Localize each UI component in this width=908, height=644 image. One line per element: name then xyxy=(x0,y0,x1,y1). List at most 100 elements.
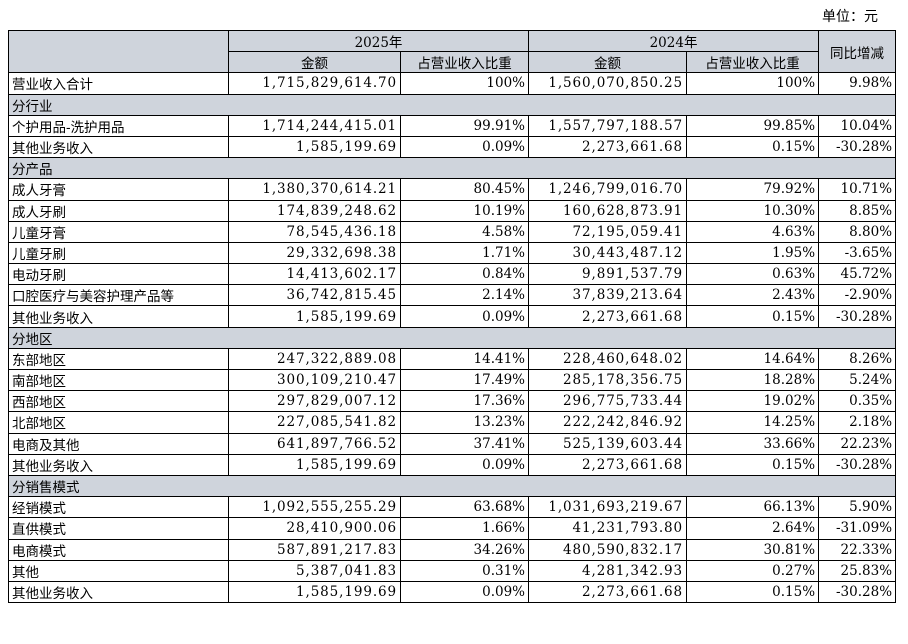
amount-2024-cell: 30,443,487.12 xyxy=(528,241,688,265)
row-label-cell: 直供模式 xyxy=(8,517,229,540)
share-2025-cell: 34.26% xyxy=(399,538,530,561)
header-year-2025: 2025年 xyxy=(227,29,530,53)
table-row: 其他业务收入 1,585,199.69 0.09% 2,273,661.68 0.15%… xyxy=(8,135,897,159)
table-row: 西部地区 297,829,007.12 17.36% 296,775,733.44 19… xyxy=(8,390,897,413)
amount-2025-cell: 5,387,041.83 xyxy=(228,559,401,582)
group-header-row: 分销售模式 xyxy=(7,474,897,498)
table-row: 营业收入合计 1,715,829,614.70 100% 1,560,070,850.… xyxy=(8,72,897,95)
amount-2024-cell: 2,273,661.68 xyxy=(528,580,688,604)
amount-2024-cell: 525,139,603.44 xyxy=(528,432,688,455)
row-label-cell: 经销模式 xyxy=(8,496,229,519)
yoy-change-cell: 22.33% xyxy=(818,538,897,561)
row-label-cell: 儿童牙膏 xyxy=(8,220,229,243)
share-2025-cell: 0.09% xyxy=(399,305,530,328)
amount-2025-cell: 14,413,602.17 xyxy=(228,263,401,286)
amount-2025-cell: 300,109,210.47 xyxy=(228,368,401,392)
amount-2024-cell: 1,557,797,188.57 xyxy=(528,114,688,137)
table-row: 直供模式 28,410,900.06 1.66% 41,231,793.80 2.64%… xyxy=(8,517,897,540)
yoy-change-cell: 8.26% xyxy=(818,347,897,371)
share-2025-cell: 1.71% xyxy=(399,241,530,265)
amount-2024-cell: 228,460,648.02 xyxy=(528,347,688,371)
row-label-cell: 成人牙膏 xyxy=(8,178,229,201)
group-header-label: 分地区 xyxy=(7,326,897,349)
amount-2024-cell: 222,242,846.92 xyxy=(528,411,688,434)
header-amount-2025: 金额 xyxy=(228,51,401,74)
table-row: 经销模式 1,092,555,255.29 63.68% 1,031,693,219.… xyxy=(8,496,897,519)
share-2024-cell: 0.15% xyxy=(686,305,820,328)
share-2025-cell: 0.09% xyxy=(399,135,530,159)
amount-2025-cell: 78,545,436.18 xyxy=(228,220,401,243)
unit-label: 单位：元 xyxy=(822,9,878,25)
table-row: 口腔医疗与美容护理产品等 36,742,815.45 2.14% 37,839,213… xyxy=(8,284,897,307)
share-2024-cell: 79.92% xyxy=(686,178,820,201)
amount-2024-cell: 4,281,342.93 xyxy=(528,559,688,582)
share-2024-cell: 33.66% xyxy=(686,432,820,455)
row-label-cell: 个护用品-洗护用品 xyxy=(8,114,229,137)
yoy-change-cell: 22.23% xyxy=(818,432,897,455)
amount-2025-cell: 1,715,829,614.70 xyxy=(228,72,401,95)
amount-2025-cell: 1,585,199.69 xyxy=(228,580,401,604)
amount-2025-cell: 587,891,217.83 xyxy=(228,538,401,561)
share-2024-cell: 1.95% xyxy=(686,241,820,265)
share-2025-cell: 17.36% xyxy=(399,390,530,413)
amount-2025-cell: 1,714,244,415.01 xyxy=(228,114,401,137)
table-row: 成人牙刷 174,839,248.62 10.19% 160,628,873.91 10… xyxy=(8,199,897,222)
share-2025-cell: 1.66% xyxy=(399,517,530,540)
yoy-change-cell: -30.28% xyxy=(818,580,897,604)
table-row: 其他业务收入 1,585,199.69 0.09% 2,273,661.68 0.15%… xyxy=(8,580,897,604)
amount-2024-cell: 37,839,213.64 xyxy=(528,284,688,307)
yoy-change-cell: 5.90% xyxy=(818,496,897,519)
row-label-cell: 成人牙刷 xyxy=(8,199,229,222)
yoy-change-cell: 25.83% xyxy=(818,559,897,582)
row-label-cell: 北部地区 xyxy=(8,411,229,434)
table-row: 东部地区 247,322,889.08 14.41% 228,460,648.02 14… xyxy=(8,347,897,371)
amount-2025-cell: 297,829,007.12 xyxy=(228,390,401,413)
row-label-cell: 其他业务收入 xyxy=(8,580,229,604)
share-2025-cell: 99.91% xyxy=(399,114,530,137)
share-2025-cell: 13.23% xyxy=(399,411,530,434)
amount-2024-cell: 72,195,059.41 xyxy=(528,220,688,243)
amount-2024-cell: 480,590,832.17 xyxy=(528,538,688,561)
amount-2024-cell: 2,273,661.68 xyxy=(528,453,688,476)
header-row-years: 2025年 2024年 同比增减 xyxy=(8,29,897,74)
share-2025-cell: 4.58% xyxy=(399,220,530,243)
amount-2025-cell: 227,085,541.82 xyxy=(228,411,401,434)
yoy-change-cell: -3.65% xyxy=(818,241,897,265)
table-row: 成人牙膏 1,380,370,614.21 80.45% 1,246,799,016.… xyxy=(8,178,897,201)
share-2024-cell: 14.64% xyxy=(686,347,820,371)
amount-2025-cell: 28,410,900.06 xyxy=(228,517,401,540)
share-2025-cell: 100% xyxy=(399,72,530,95)
yoy-change-cell: 5.24% xyxy=(818,368,897,392)
yoy-change-cell: 9.98% xyxy=(818,72,897,95)
header-share-2024: 占营业收入比重 xyxy=(686,51,820,74)
share-2025-cell: 2.14% xyxy=(399,284,530,307)
share-2025-cell: 14.41% xyxy=(399,347,530,371)
yoy-change-cell: -30.28% xyxy=(818,305,897,328)
row-label-cell: 西部地区 xyxy=(8,390,229,413)
amount-2025-cell: 29,332,698.38 xyxy=(228,241,401,265)
amount-2024-cell: 9,891,537.79 xyxy=(528,263,688,286)
yoy-change-cell: 8.85% xyxy=(818,199,897,222)
yoy-change-cell: -2.90% xyxy=(818,284,897,307)
table-row: 电商模式 587,891,217.83 34.26% 480,590,832.17 30… xyxy=(8,538,897,561)
amount-2025-cell: 1,380,370,614.21 xyxy=(228,178,401,201)
yoy-change-cell: 8.80% xyxy=(818,220,897,243)
share-2024-cell: 0.15% xyxy=(686,580,820,604)
share-2025-cell: 0.31% xyxy=(399,559,530,582)
share-2025-cell: 63.68% xyxy=(399,496,530,519)
yoy-change-cell: 0.35% xyxy=(818,390,897,413)
header-row-columns: 金额 占营业收入比重 金额 占营业收入比重 xyxy=(9,51,896,74)
row-label-cell: 其他业务收入 xyxy=(8,305,229,328)
row-label-cell: 其他业务收入 xyxy=(8,453,229,476)
amount-2024-cell: 2,273,661.68 xyxy=(528,305,688,328)
yoy-change-cell: -31.09% xyxy=(818,517,897,540)
share-2024-cell: 0.15% xyxy=(686,135,820,159)
table-row: 其他业务收入 1,585,199.69 0.09% 2,273,661.68 0.15%… xyxy=(8,453,897,476)
amount-2025-cell: 641,897,766.52 xyxy=(228,432,401,455)
yoy-change-cell: 10.04% xyxy=(818,114,897,137)
amount-2024-cell: 285,178,356.75 xyxy=(528,368,688,392)
yoy-change-cell: 2.18% xyxy=(818,411,897,434)
amount-2025-cell: 36,742,815.45 xyxy=(228,284,401,307)
yoy-change-cell: -30.28% xyxy=(818,453,897,476)
group-header-label: 分销售模式 xyxy=(7,474,897,498)
